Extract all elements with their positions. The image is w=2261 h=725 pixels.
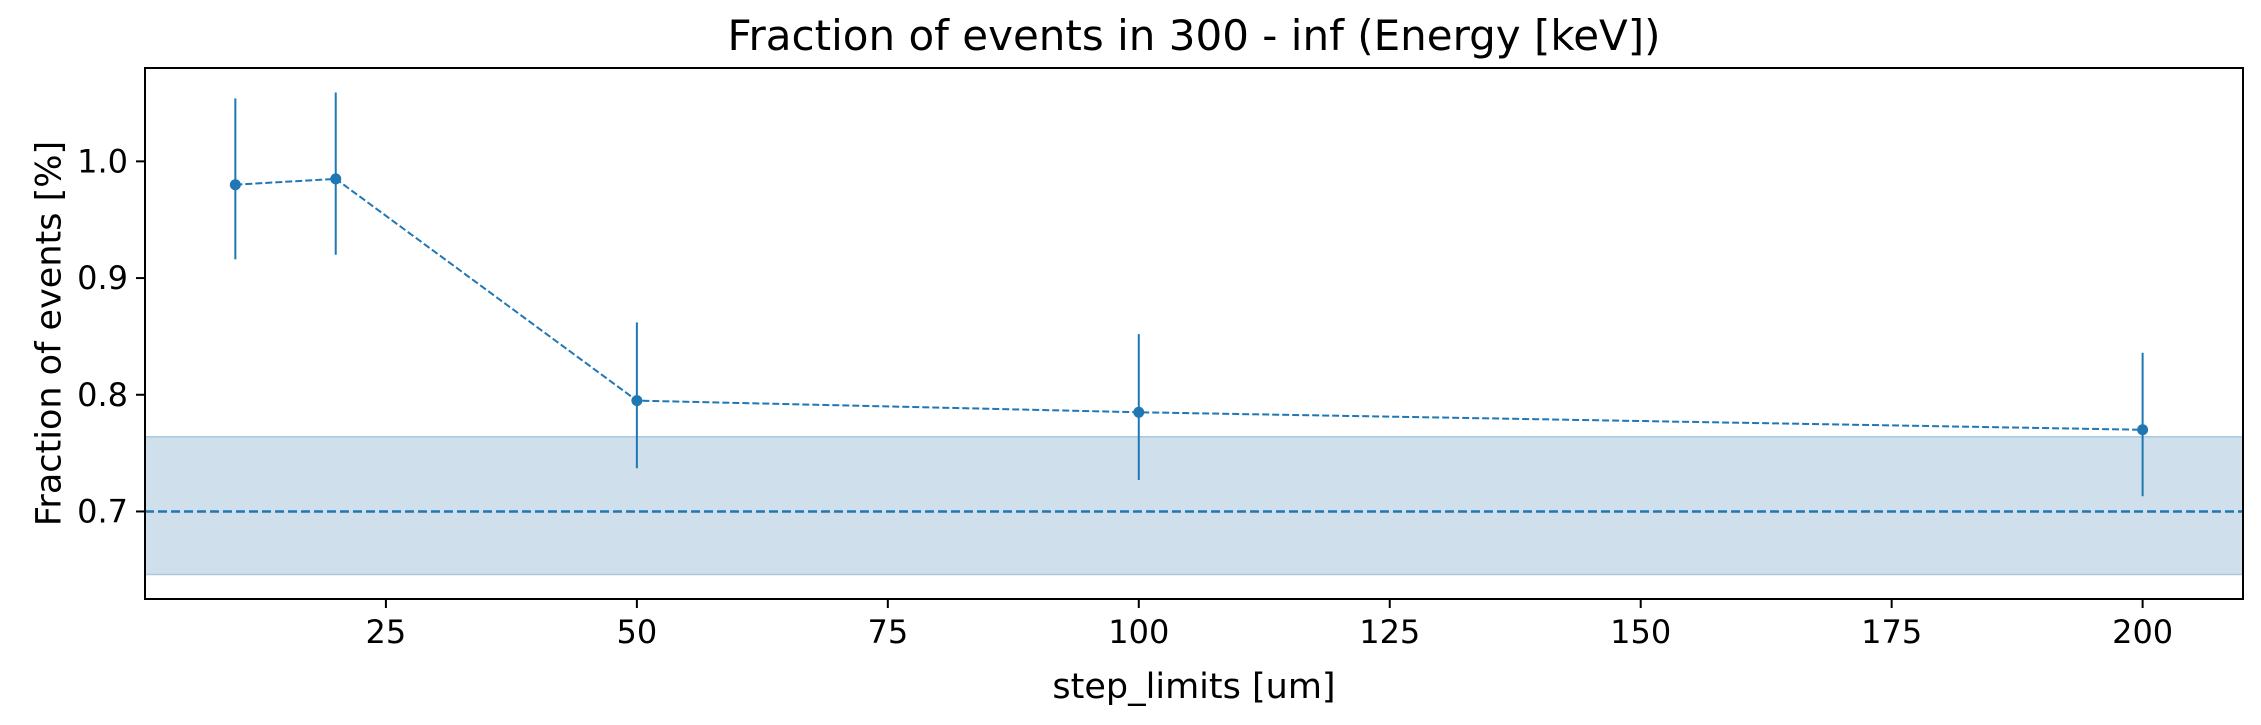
y-axis-label: Fraction of events [%]: [29, 141, 69, 526]
data-point: [1133, 406, 1145, 418]
x-axis-label: step_limits [um]: [1052, 667, 1335, 707]
plot-inner: [145, 92, 2243, 576]
data-point: [2137, 424, 2149, 436]
x-tick-label: 50: [617, 613, 658, 651]
x-tick-label: 200: [2112, 613, 2173, 651]
x-tick-label: 150: [1610, 613, 1671, 651]
x-tick-label: 125: [1359, 613, 1420, 651]
x-tick-label: 25: [366, 613, 407, 651]
x-tick-label: 100: [1108, 613, 1169, 651]
y-tick-label: 0.8: [77, 376, 128, 414]
x-tick-label: 75: [867, 613, 908, 651]
data-point: [330, 173, 342, 185]
plot-frame: [144, 67, 2244, 600]
axis-ticks: 25 50 75 100 125 150 175 200 0.7 0.8 0.9 1.0: [77, 142, 2173, 651]
chart-title: Fraction of events in 300 - inf (Energy …: [727, 11, 1660, 60]
y-tick-label: 0.7: [77, 492, 128, 530]
x-tick-label: 175: [1861, 613, 1922, 651]
y-tick-label: 1.0: [77, 142, 128, 180]
plot-area: [145, 92, 2243, 576]
data-point: [631, 395, 643, 407]
data-point: [229, 179, 241, 191]
y-tick-label: 0.9: [77, 259, 128, 297]
reference-band: [145, 436, 2243, 576]
